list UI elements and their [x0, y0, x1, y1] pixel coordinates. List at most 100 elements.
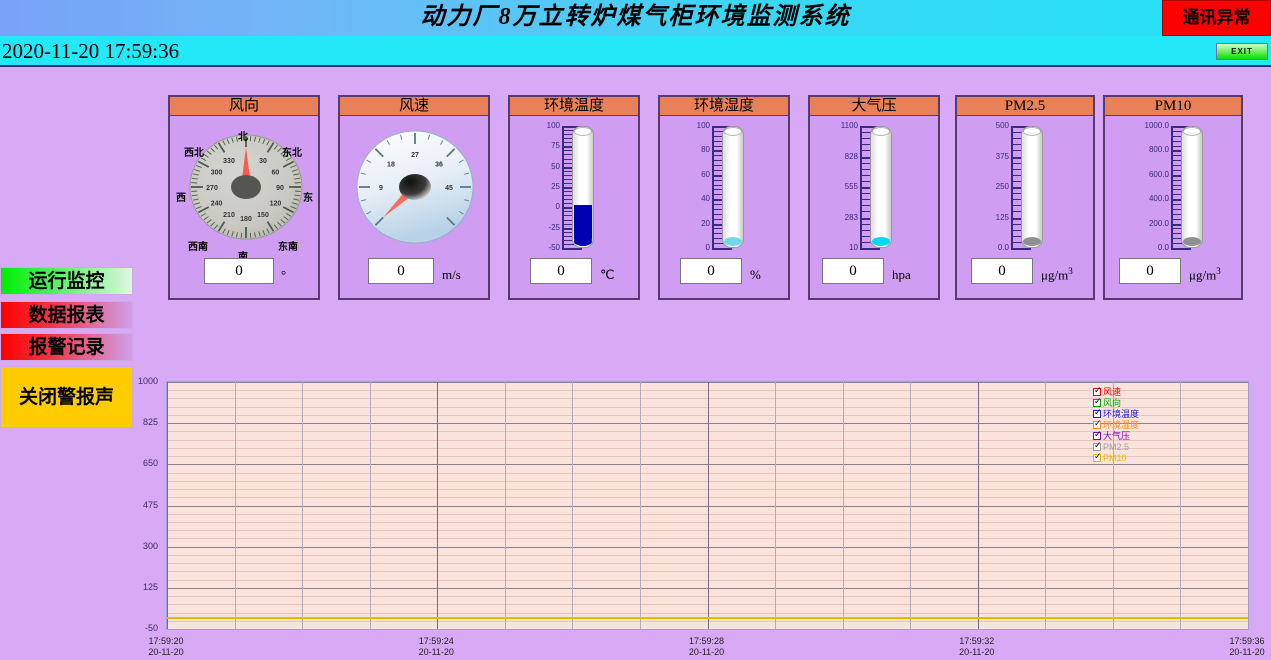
sidebar-item-alarm-record[interactable]: 报警记录 — [0, 333, 133, 361]
meter-major-tick — [1171, 248, 1191, 250]
legend-label: 环境温度 — [1103, 409, 1140, 419]
legend-item-5[interactable]: PM2.5 — [1093, 440, 1183, 453]
legend-checkbox[interactable] — [1093, 396, 1102, 407]
legend-label: 风向 — [1103, 398, 1122, 408]
meter-minor-tick — [1171, 140, 1185, 142]
meter-minor-tick — [1011, 205, 1025, 207]
meter-minor-tick — [1171, 213, 1185, 215]
meter-minor-tick — [1011, 223, 1025, 225]
meter-minor-tick — [712, 208, 726, 210]
meter-tube-top — [1023, 127, 1041, 136]
chart-vgridline-minor — [910, 382, 912, 629]
meter-minor-tick — [562, 191, 576, 193]
pm25-unit: μg/m3 — [1041, 266, 1073, 283]
compass-label-6: 西 — [176, 193, 186, 204]
meter-scale-label: 1100 — [840, 121, 858, 130]
legend-checkbox[interactable] — [1093, 385, 1102, 396]
wind-direction-unit: ° — [281, 267, 287, 282]
chart-x-tick-date: 20-11-20 — [418, 647, 454, 657]
meter-major-tick — [562, 126, 582, 128]
chart-x-tick-label: 17:59:24 20-11-20 — [396, 636, 476, 658]
chart-vgridline-minor — [1112, 382, 1114, 629]
meter-scale-label: -50 — [548, 243, 560, 252]
svg-text:150: 150 — [257, 212, 269, 219]
legend-checkbox[interactable] — [1093, 451, 1102, 462]
meter-minor-tick — [712, 228, 726, 230]
meter-minor-tick — [1171, 233, 1185, 235]
chart-vgridline-minor — [842, 382, 844, 629]
pm25-meter: 500 375 250 125 0.0 — [957, 120, 1097, 252]
meter-major-tick — [1171, 126, 1191, 128]
meter-minor-tick — [712, 213, 726, 215]
meter-minor-tick — [1011, 193, 1025, 195]
chart-vgridline-minor — [369, 382, 371, 629]
legend-item-6[interactable]: PM10 — [1093, 451, 1183, 464]
panel-title-wind-direction: 风向 — [170, 97, 318, 116]
meter-major-tick — [1011, 126, 1031, 128]
meter-minor-tick — [562, 199, 576, 201]
legend-checkbox[interactable] — [1093, 440, 1102, 451]
meter-minor-tick — [1171, 243, 1185, 245]
legend-label: 风速 — [1103, 387, 1122, 397]
svg-text:300: 300 — [211, 170, 223, 177]
sidebar-item-monitoring[interactable]: 运行监控 — [0, 267, 133, 295]
meter-tube — [722, 126, 744, 248]
meter-minor-tick — [712, 218, 726, 220]
legend-checkbox[interactable] — [1093, 429, 1102, 440]
svg-text:270: 270 — [206, 185, 218, 192]
meter-major-tick — [712, 126, 732, 128]
meter-minor-tick — [712, 238, 726, 240]
meter-minor-tick — [712, 189, 726, 191]
meter-scale-label: 828 — [844, 151, 858, 161]
meter-scale-label: 250 — [995, 182, 1009, 191]
legend-item-2[interactable]: 环境温度 — [1093, 407, 1183, 420]
legend-item-4[interactable]: 大气压 — [1093, 429, 1183, 442]
meter-minor-tick — [562, 178, 576, 180]
chart-vgridline-minor — [302, 382, 304, 629]
panel-title-wind-speed: 风速 — [340, 97, 488, 116]
chart-y-tick-label: 825 — [142, 417, 158, 428]
meter-minor-tick — [1171, 218, 1185, 220]
meter-scale-label: 0 — [705, 243, 710, 252]
chart-y-tick-label: 650 — [142, 458, 158, 469]
svg-text:27: 27 — [411, 152, 419, 159]
meter-minor-tick — [1171, 208, 1185, 210]
chart-x-tick-date: 20-11-20 — [1229, 647, 1265, 657]
legend-item-1[interactable]: 风向 — [1093, 396, 1183, 409]
legend-item-3[interactable]: 环境湿度 — [1093, 418, 1183, 431]
meter-tube — [870, 126, 892, 248]
chart-vgridline-major — [437, 382, 439, 629]
meter-scale-label: 800.0 — [1148, 145, 1169, 155]
chart-y-tick-label: 475 — [142, 499, 158, 510]
chart-y-tick-label: -50 — [144, 623, 158, 633]
pm10-unit: μg/m3 — [1189, 266, 1221, 283]
meter-scale-axis — [1171, 126, 1173, 248]
trend-chart[interactable] — [166, 381, 1249, 630]
chart-legend[interactable]: 风速风向环境温度环境湿度大气压PM2.5PM10 — [1093, 385, 1183, 464]
meter-minor-tick — [562, 243, 576, 245]
chart-vgridline-minor — [234, 382, 236, 629]
panel-humidity: 环境湿度 100 80 60 40 20 0 0 % — [658, 95, 790, 300]
panel-pm10: PM10 1000.0 800.0 600.0 400.0 200.0 0.0 0 μg/… — [1103, 95, 1243, 300]
meter-minor-tick — [1011, 168, 1025, 170]
meter-minor-tick — [562, 174, 576, 176]
legend-checkbox[interactable] — [1093, 407, 1102, 418]
meter-major-tick — [562, 248, 582, 250]
compass-label-3: 东南 — [278, 242, 298, 253]
meter-minor-tick — [860, 211, 874, 213]
meter-minor-tick — [1171, 228, 1185, 230]
wind-speed-value: 0 — [368, 258, 434, 284]
legend-checkbox[interactable] — [1093, 418, 1102, 429]
meter-scale-label: 0.0 — [1157, 243, 1169, 252]
meter-scale-label: 80 — [701, 145, 710, 155]
meter-minor-tick — [712, 145, 726, 147]
chart-vgridline-minor — [504, 382, 506, 629]
legend-item-0[interactable]: 风速 — [1093, 385, 1183, 398]
sidebar-item-data-report[interactable]: 数据报表 — [0, 301, 133, 329]
exit-button[interactable]: EXIT — [1216, 43, 1268, 60]
meter-minor-tick — [562, 138, 576, 140]
sidebar-item-mute-alarm[interactable]: 关闭警报声 — [0, 366, 133, 428]
meter-minor-tick — [712, 233, 726, 235]
meter-minor-tick — [1011, 144, 1025, 146]
svg-text:120: 120 — [270, 201, 282, 208]
